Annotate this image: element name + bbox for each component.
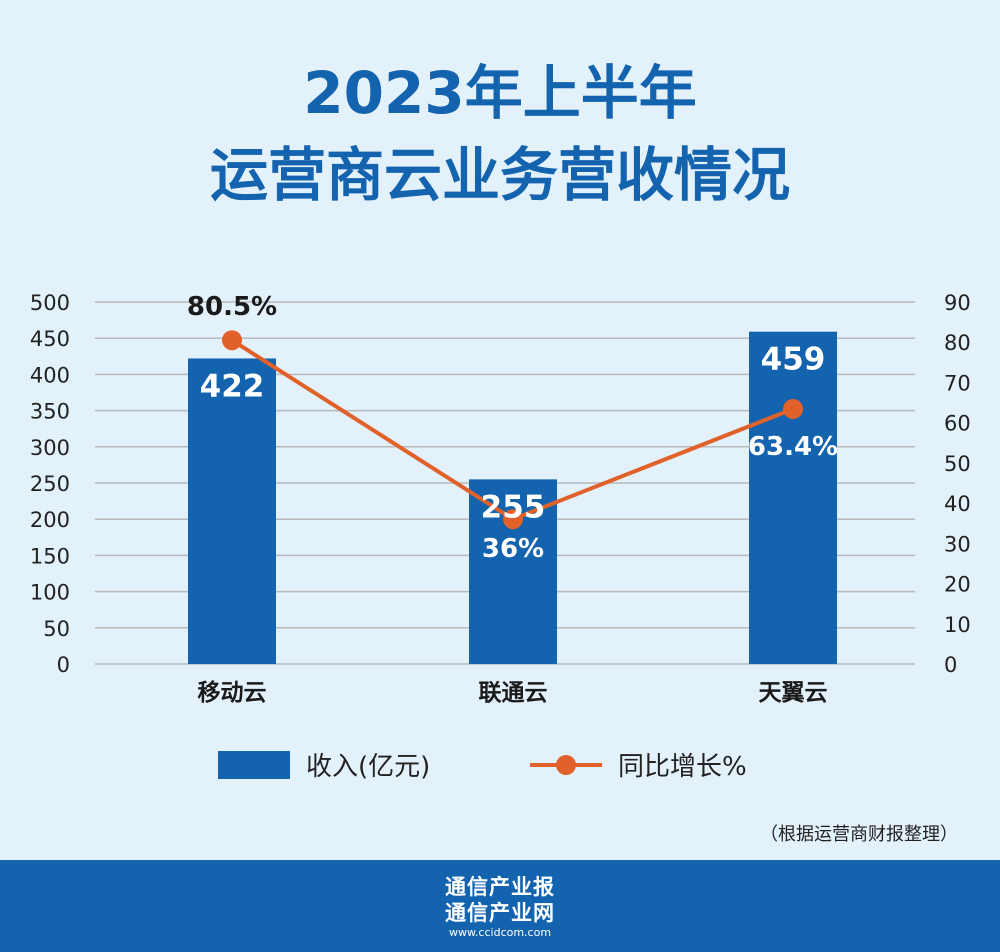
legend-line-swatch xyxy=(530,751,602,779)
legend-item-growth: 同比增长% xyxy=(530,746,747,783)
growth-line xyxy=(222,330,803,530)
growth-point xyxy=(783,398,803,419)
left-tick-label: 150 xyxy=(30,544,70,568)
left-tick-label: 500 xyxy=(30,291,70,315)
right-tick-label: 40 xyxy=(944,492,971,516)
legend: 收入(亿元) 同比增长% xyxy=(0,736,1000,786)
left-tick-label: 250 xyxy=(30,472,70,496)
growth-point xyxy=(503,509,523,530)
right-tick-label: 50 xyxy=(944,452,971,476)
growth-value-label: 36% xyxy=(482,534,544,564)
category-label: 移动云 xyxy=(198,680,267,706)
left-tick-label: 400 xyxy=(30,363,70,387)
bar-value-label: 422 xyxy=(200,368,265,404)
right-tick-label: 90 xyxy=(944,291,971,315)
right-tick-label: 20 xyxy=(944,573,971,597)
chart-title-line1: 2023年上半年 xyxy=(303,59,697,127)
footer-brand-line2: 通信产业网 xyxy=(445,901,555,925)
right-y-axis: 0 10 20 30 40 50 60 70 80 90 xyxy=(944,291,971,677)
bars xyxy=(188,331,837,664)
bar-value-label: 255 xyxy=(481,489,546,525)
footer-brand-line1: 通信产业报 xyxy=(445,875,555,899)
bar xyxy=(749,331,837,664)
right-tick-label: 60 xyxy=(944,412,971,436)
footer-url: www.ccidcom.com xyxy=(448,926,552,939)
legend-label-revenue: 收入(亿元) xyxy=(306,752,431,782)
legend-label-growth: 同比增长% xyxy=(618,752,747,782)
left-tick-label: 450 xyxy=(30,327,70,351)
right-tick-label: 10 xyxy=(944,613,971,637)
left-tick-label: 350 xyxy=(30,400,70,424)
left-tick-label: 100 xyxy=(30,581,70,605)
right-tick-label: 80 xyxy=(944,331,971,355)
source-note: （根据运营商财报整理） xyxy=(760,824,958,845)
bar xyxy=(188,358,276,664)
growth-value-label: 80.5% xyxy=(187,292,277,322)
right-tick-label: 70 xyxy=(944,371,971,395)
left-tick-label: 300 xyxy=(30,436,70,460)
category-label: 联通云 xyxy=(479,680,548,706)
bar-value-label: 459 xyxy=(761,342,826,378)
right-tick-label: 30 xyxy=(944,532,971,556)
category-labels: 移动云 联通云 天翼云 xyxy=(198,680,828,706)
left-tick-label: 200 xyxy=(30,508,70,532)
left-tick-label: 0 xyxy=(57,653,70,677)
legend-item-revenue: 收入(亿元) xyxy=(218,746,430,783)
growth-value-label: 63.4% xyxy=(748,432,838,462)
chart-title-line2: 运营商云业务营收情况 xyxy=(209,141,790,209)
right-tick-label: 0 xyxy=(944,653,957,677)
combo-chart: 0 50 100 150 200 250 300 350 400 450 500 0 10 20 30 40… xyxy=(30,291,971,706)
growth-point xyxy=(222,330,242,351)
left-y-axis: 0 50 100 150 200 250 300 350 400 450 500 xyxy=(30,291,70,677)
legend-bar-swatch xyxy=(218,750,290,779)
category-label: 天翼云 xyxy=(759,680,828,706)
footer-banner: 通信产业报 通信产业网 www.ccidcom.com xyxy=(0,860,1000,952)
left-tick-label: 50 xyxy=(43,617,70,641)
data-labels: 422 255 459 80.5% 36% 63.4% xyxy=(187,292,838,564)
